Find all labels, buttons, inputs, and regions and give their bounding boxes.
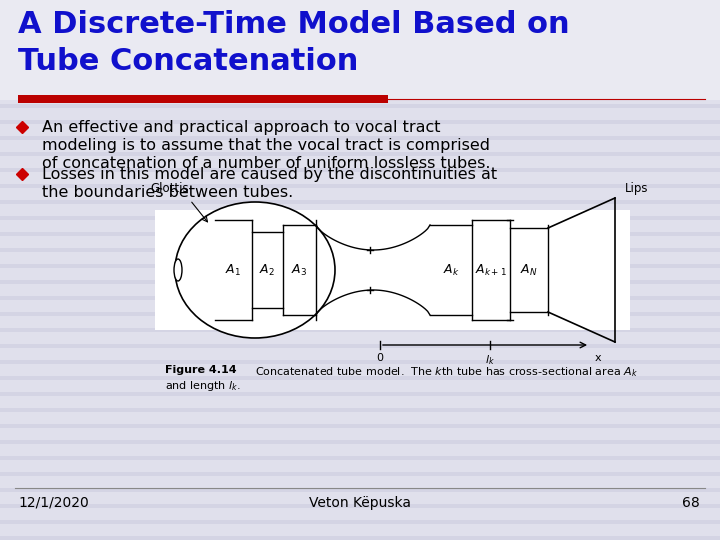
Text: Veton Këpuska: Veton Këpuska xyxy=(309,496,411,510)
Text: the boundaries between tubes.: the boundaries between tubes. xyxy=(42,185,293,200)
Bar xyxy=(0,376,720,380)
Text: Tube Concatenation: Tube Concatenation xyxy=(18,47,359,76)
Bar xyxy=(0,280,720,284)
Bar xyxy=(0,504,720,508)
Ellipse shape xyxy=(175,202,335,338)
Text: $A_3$: $A_3$ xyxy=(291,262,307,278)
Text: and length $l_k$.: and length $l_k$. xyxy=(165,379,240,393)
Text: $A_k$: $A_k$ xyxy=(443,262,459,278)
Bar xyxy=(18,95,388,103)
Bar xyxy=(0,248,720,252)
Bar xyxy=(0,120,720,124)
Bar xyxy=(0,136,720,140)
Text: 0: 0 xyxy=(377,353,384,363)
Bar xyxy=(0,264,720,268)
Text: of concatenation of a number of uniform lossless tubes.: of concatenation of a number of uniform … xyxy=(42,156,490,171)
Bar xyxy=(155,210,630,330)
Text: Losses in this model are caused by the discontinuities at: Losses in this model are caused by the d… xyxy=(42,167,497,182)
Bar xyxy=(0,216,720,220)
Text: $l_k$: $l_k$ xyxy=(485,353,495,367)
Bar xyxy=(0,40,720,44)
Bar xyxy=(0,456,720,460)
Bar xyxy=(0,232,720,236)
Bar xyxy=(0,392,720,396)
Bar xyxy=(0,536,720,540)
Bar xyxy=(0,0,720,100)
Bar xyxy=(0,104,720,108)
Text: Lips: Lips xyxy=(625,182,649,195)
Bar xyxy=(0,440,720,444)
Text: modeling is to assume that the vocal tract is comprised: modeling is to assume that the vocal tra… xyxy=(42,138,490,153)
Text: A Discrete-Time Model Based on: A Discrete-Time Model Based on xyxy=(18,10,570,39)
Text: 68: 68 xyxy=(683,496,700,510)
Text: $A_{k+1}$: $A_{k+1}$ xyxy=(475,262,507,278)
Text: $A_2$: $A_2$ xyxy=(259,262,275,278)
Bar xyxy=(0,184,720,188)
Bar xyxy=(0,520,720,524)
Bar xyxy=(0,56,720,60)
Ellipse shape xyxy=(174,259,182,281)
Text: $A_N$: $A_N$ xyxy=(521,262,538,278)
Bar xyxy=(0,360,720,364)
Bar xyxy=(0,200,720,204)
Text: Concatenated tube model.  The $k$th tube has cross-sectional area $A_k$: Concatenated tube model. The $k$th tube … xyxy=(248,365,638,379)
Text: An effective and practical approach to vocal tract: An effective and practical approach to v… xyxy=(42,120,441,135)
Text: $A_1$: $A_1$ xyxy=(225,262,241,278)
Bar xyxy=(0,472,720,476)
Bar xyxy=(0,88,720,92)
Bar xyxy=(0,168,720,172)
Bar xyxy=(0,424,720,428)
Bar xyxy=(0,24,720,28)
Bar xyxy=(0,152,720,156)
Text: 12/1/2020: 12/1/2020 xyxy=(18,496,89,510)
Text: Glottis: Glottis xyxy=(150,182,189,195)
Bar xyxy=(0,408,720,412)
Bar xyxy=(0,312,720,316)
Bar xyxy=(0,72,720,76)
Bar xyxy=(0,328,720,332)
Bar xyxy=(0,8,720,12)
Bar xyxy=(0,488,720,492)
Bar xyxy=(0,344,720,348)
Text: x: x xyxy=(595,353,602,363)
Bar xyxy=(0,296,720,300)
Text: Figure 4.14: Figure 4.14 xyxy=(165,365,237,375)
